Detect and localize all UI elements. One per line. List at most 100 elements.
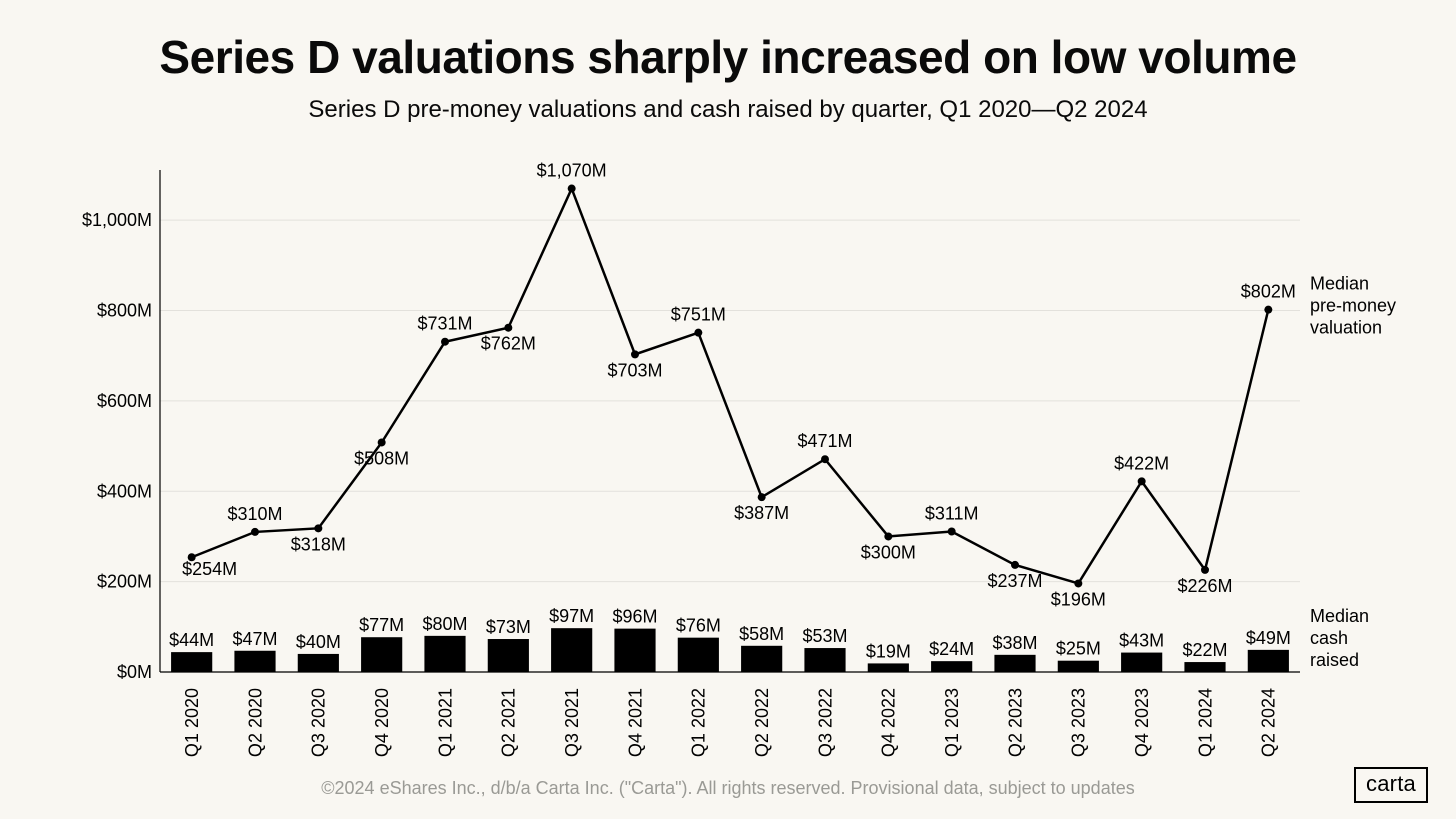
x-tick-label: Q1 2022: [689, 688, 709, 757]
y-tick-label: $800M: [97, 301, 152, 321]
bar-value-label: $49M: [1246, 628, 1291, 648]
x-tick-label: Q3 2021: [562, 688, 582, 757]
line-point: [758, 493, 766, 501]
bar-value-label: $97M: [549, 606, 594, 626]
line-value-label: $237M: [987, 571, 1042, 591]
line-series-label: pre-money: [1310, 296, 1396, 316]
bar-value-label: $76M: [676, 616, 721, 636]
bar: [361, 637, 402, 672]
x-tick-label: Q4 2022: [879, 688, 899, 757]
line-value-label: $731M: [417, 314, 472, 334]
line-series-label: valuation: [1310, 318, 1382, 338]
carta-logo: carta: [1354, 767, 1428, 803]
line-point: [568, 185, 576, 193]
line-point: [251, 528, 259, 536]
bar-series-label: raised: [1310, 650, 1359, 670]
line-value-label: $1,070M: [537, 161, 607, 181]
x-tick-label: Q4 2020: [372, 688, 392, 757]
bar-value-label: $53M: [802, 626, 847, 646]
x-tick-label: Q3 2022: [815, 688, 835, 757]
x-tick-label: Q1 2020: [182, 688, 202, 757]
bar: [741, 646, 782, 672]
line-point: [314, 524, 322, 532]
x-tick-label: Q3 2023: [1069, 688, 1089, 757]
bar: [804, 648, 845, 672]
x-tick-label: Q2 2021: [499, 688, 519, 757]
y-tick-label: $600M: [97, 391, 152, 411]
bar-value-label: $73M: [486, 617, 531, 637]
bar-value-label: $38M: [992, 633, 1037, 653]
bar: [931, 661, 972, 672]
bar-series-label: cash: [1310, 628, 1348, 648]
x-tick-label: Q2 2022: [752, 688, 772, 757]
line-point: [631, 350, 639, 358]
line-value-label: $310M: [227, 504, 282, 524]
x-tick-label: Q2 2024: [1259, 688, 1279, 757]
line-point: [504, 324, 512, 332]
y-tick-label: $0M: [117, 662, 152, 682]
line-value-label: $751M: [671, 305, 726, 325]
bar: [614, 629, 655, 672]
line-value-label: $387M: [734, 503, 789, 523]
bar-value-label: $96M: [612, 607, 657, 627]
footer-copyright: ©2024 eShares Inc., d/b/a Carta Inc. ("C…: [0, 778, 1456, 799]
bar: [171, 652, 212, 672]
bar: [994, 655, 1035, 672]
bar-value-label: $24M: [929, 639, 974, 659]
line-value-label: $196M: [1051, 589, 1106, 609]
bar: [678, 638, 719, 672]
y-tick-label: $200M: [97, 572, 152, 592]
bar-value-label: $25M: [1056, 639, 1101, 659]
bar: [424, 636, 465, 672]
bar: [551, 628, 592, 672]
line-point: [1011, 561, 1019, 569]
line-point: [1264, 306, 1272, 314]
bar-series-label: Median: [1310, 606, 1369, 626]
line-value-label: $254M: [182, 559, 237, 579]
y-tick-label: $1,000M: [82, 210, 152, 230]
line-value-label: $471M: [797, 431, 852, 451]
chart-canvas: $0M$200M$400M$600M$800M$1,000M$44M$47M$4…: [0, 0, 1456, 819]
line-value-label: $318M: [291, 534, 346, 554]
line-value-label: $802M: [1241, 282, 1296, 302]
x-tick-label: Q3 2020: [309, 688, 329, 757]
x-tick-label: Q2 2020: [245, 688, 265, 757]
line-point: [441, 338, 449, 346]
bar-value-label: $43M: [1119, 631, 1164, 651]
bar: [488, 639, 529, 672]
bar: [868, 663, 909, 672]
bar-value-label: $40M: [296, 632, 341, 652]
x-tick-label: Q4 2023: [1132, 688, 1152, 757]
x-tick-label: Q1 2024: [1195, 688, 1215, 757]
bar: [1121, 653, 1162, 672]
line-value-label: $422M: [1114, 453, 1169, 473]
bar-value-label: $22M: [1182, 640, 1227, 660]
line-point: [1074, 579, 1082, 587]
bar-value-label: $19M: [866, 641, 911, 661]
line-value-label: $311M: [925, 503, 979, 523]
line-series-label: Median: [1310, 274, 1369, 294]
bar-value-label: $44M: [169, 630, 214, 650]
line-point: [884, 532, 892, 540]
bar: [1184, 662, 1225, 672]
bar: [1248, 650, 1289, 672]
line-value-label: $508M: [354, 448, 409, 468]
bar: [234, 651, 275, 672]
line-point: [694, 329, 702, 337]
line-point: [378, 438, 386, 446]
x-tick-label: Q4 2021: [625, 688, 645, 757]
bar-value-label: $47M: [232, 629, 277, 649]
line-value-label: $226M: [1177, 576, 1232, 596]
bar: [298, 654, 339, 672]
line-value-label: $762M: [481, 334, 536, 354]
bar-value-label: $80M: [422, 614, 467, 634]
line-point: [1138, 477, 1146, 485]
x-tick-label: Q1 2023: [942, 688, 962, 757]
x-tick-label: Q1 2021: [435, 688, 455, 757]
line-point: [821, 455, 829, 463]
line-value-label: $300M: [861, 542, 916, 562]
bar-value-label: $77M: [359, 615, 404, 635]
bar-value-label: $58M: [739, 624, 784, 644]
line-point: [1201, 566, 1209, 574]
x-tick-label: Q2 2023: [1005, 688, 1025, 757]
